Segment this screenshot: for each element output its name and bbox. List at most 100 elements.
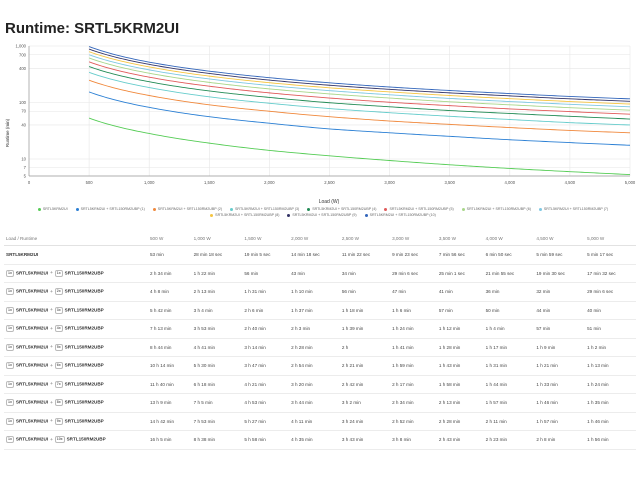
plus-sign: + — [50, 325, 53, 331]
battery-pack-name: SRTL150RM2UBP — [64, 362, 104, 368]
series-line — [88, 71, 631, 126]
runtime-cell: 1 h 43 min — [436, 356, 484, 376]
runtime-cell: 29 min 6 sec — [390, 264, 437, 283]
runtime-cell: 2 h 13 min — [191, 282, 243, 302]
x-tick-label: 3,000 — [384, 180, 395, 185]
legend-item[interactable]: SRTL5KRM2UI + SRTL150RM2UBP (6) — [461, 206, 531, 212]
legend-item[interactable]: SRTL5KRM2UI + SRTL150RM2UBP (10) — [364, 212, 436, 218]
legend-label: SRTL5KRM2UI + SRTL150RM2UBP (3) — [235, 207, 300, 211]
runtime-cell: 3 h 14 min — [242, 338, 290, 357]
runtime-cell: 14 min 18 sec — [289, 245, 340, 265]
battery-pack-name: SRTL150RM2UBP — [64, 381, 104, 387]
runtime-cell: 1 h 35 min — [585, 393, 636, 413]
quantity-chip: 5x — [54, 343, 63, 351]
legend-label: SRTL5KRM2UI + SRTL150RM2UBP (1) — [80, 207, 145, 211]
runtime-cell: 1 h 6 min — [390, 301, 437, 320]
runtime-cell: 1 h 56 min — [585, 430, 636, 450]
quantity-chip: 1x — [6, 306, 14, 314]
series-line — [88, 117, 631, 176]
ups-model-name: SRTL5KRM2UI — [15, 288, 49, 294]
runtime-cell: 6 min 50 sec — [483, 245, 535, 265]
runtime-cell: 1 h 9 min — [534, 338, 586, 357]
x-tick-label: 5,000 — [625, 180, 636, 185]
series-line — [88, 46, 631, 100]
legend-swatch — [364, 213, 368, 217]
legend-item[interactable]: SRTL5KRM2UI + SRTL150RM2UBP (2) — [152, 206, 223, 212]
runtime-cell: 9 min 23 sec — [390, 245, 437, 265]
battery-pack-name: SRTL150RM2UBP — [64, 288, 104, 294]
runtime-cell: 2 h 8 min — [534, 430, 586, 450]
legend-label: SRTL5KRM2UI + SRTL150RM2UBP (5) — [389, 207, 454, 211]
runtime-cell: 3 h 4 min — [191, 301, 243, 320]
legend-item[interactable]: SRTL5KRM2UI + SRTL150RM2UBP (9) — [287, 212, 357, 218]
runtime-cell: 29 min 6 sec — [585, 282, 636, 302]
legend-swatch — [461, 207, 465, 211]
legend-label: SRTL5KRM2UI + SRTL150RM2UBP (9) — [292, 213, 357, 217]
battery-pack-name: SRTL150RM2UBP — [64, 399, 104, 405]
runtime-cell: 47 min — [390, 282, 437, 302]
configuration-cell: 1x SRTL5KRM2UI +4x SRTL150RM2UBP — [4, 319, 148, 339]
ups-model-name: SRTL5KRM2UI — [15, 381, 49, 387]
quantity-chip: 1x — [6, 325, 14, 333]
runtime-cell: 1 h 21 min — [534, 356, 586, 376]
legend-swatch — [75, 207, 79, 211]
runtime-cell: 2 h 3 min — [289, 319, 340, 339]
runtime-cell: 1 h 13 min — [585, 356, 636, 376]
quantity-chip: 1x — [6, 343, 14, 351]
load-runtime-header: Load / Runtime — [4, 232, 148, 246]
runtime-cell: 11 min 22 sec — [339, 245, 391, 265]
runtime-cell: 1 h 4 min — [483, 319, 535, 339]
quantity-chip: 1x — [6, 417, 14, 425]
plus-sign: + — [50, 307, 53, 313]
configuration-cell: SRTL5KRM2UI — [4, 245, 148, 265]
runtime-cell: 3 h 43 min — [339, 430, 391, 450]
y-tick-label: 100 — [19, 100, 27, 105]
quantity-chip: 1x — [6, 362, 14, 370]
runtime-cell: 1 h 44 min — [483, 375, 535, 394]
quantity-chip: 8x — [54, 399, 63, 407]
legend-item[interactable]: SRTL5KRM2UI — [37, 206, 68, 212]
runtime-cell: 1 h 24 min — [585, 375, 636, 394]
load-column-header: 1,000 W — [191, 232, 243, 246]
runtime-cell: 53 min — [148, 245, 192, 265]
load-column-header: 1,500 W — [242, 232, 290, 246]
battery-pack-name: SRTL150RM2UBP — [64, 325, 104, 331]
runtime-cell: 1 h 28 min — [436, 338, 484, 357]
runtime-cell: 2 h 28 min — [289, 338, 340, 357]
x-tick-label: 4,000 — [505, 180, 516, 185]
legend-label: SRTL5KRM2UI + SRTL150RM2UBP (2) — [157, 207, 223, 211]
quantity-chip: 1x — [6, 399, 14, 407]
legend-item[interactable]: SRTL5KRM2UI + SRTL150RM2UBP (8) — [210, 212, 279, 218]
ups-model-name: SRTL5KRM2UI — [15, 325, 49, 331]
runtime-cell: 2 h 11 min — [483, 412, 535, 431]
chart-grid — [28, 45, 631, 177]
runtime-cell: 7 min 56 sec — [436, 245, 484, 265]
legend-item[interactable]: SRTL5KRM2UI + SRTL150RM2UBP (5) — [384, 206, 454, 212]
table-row: 1x SRTL5KRM2UI +10x SRTL150RM2UBP 16 h 5 min… — [4, 430, 636, 450]
legend-item[interactable]: SRTL5KRM2UI + SRTL150RM2UBP (4) — [307, 206, 376, 212]
runtime-cell: 1 h 57 min — [534, 412, 586, 431]
table-body: SRTL5KRM2UI 53 min 28 min 18 sec 19 min 5 s… — [4, 245, 636, 450]
runtime-cell: 10 h 14 min — [148, 356, 192, 376]
chart-series — [88, 46, 631, 176]
legend-item[interactable]: SRTL5KRM2UI + SRTL150RM2UBP (7) — [538, 206, 608, 212]
ups-model-name: SRTL5KRM2UI — [15, 307, 49, 313]
runtime-cell: 41 min — [436, 282, 484, 302]
plus-sign: + — [50, 288, 53, 294]
quantity-chip: 4x — [54, 325, 63, 333]
runtime-cell: 40 min — [585, 301, 636, 320]
runtime-cell: 7 h 13 min — [148, 319, 192, 339]
chart-legend: SRTL5KRM2UI SRTL5KRM2UI + SRTL150RM2UBP (… — [28, 206, 618, 218]
runtime-cell: 19 min 5 sec — [242, 245, 290, 265]
runtime-cell: 5 h 30 min — [191, 356, 243, 376]
runtime-cell: 1 h 24 min — [390, 319, 437, 339]
runtime-cell: 2 h 42 min — [339, 375, 391, 394]
x-tick-label: 4,500 — [565, 180, 576, 185]
series-line — [88, 79, 631, 134]
runtime-cell: 32 min — [534, 282, 586, 302]
ups-model-name: SRTL5KRM2UI — [15, 436, 49, 442]
runtime-cell: 1 h 17 min — [483, 338, 535, 357]
legend-item[interactable]: SRTL5KRM2UI + SRTL150RM2UBP (3) — [230, 206, 299, 212]
legend-item[interactable]: SRTL5KRM2UI + SRTL150RM2UBP (1) — [75, 206, 145, 212]
legend-label: SRTL5KRM2UI + SRTL150RM2UBP (6) — [466, 207, 531, 211]
